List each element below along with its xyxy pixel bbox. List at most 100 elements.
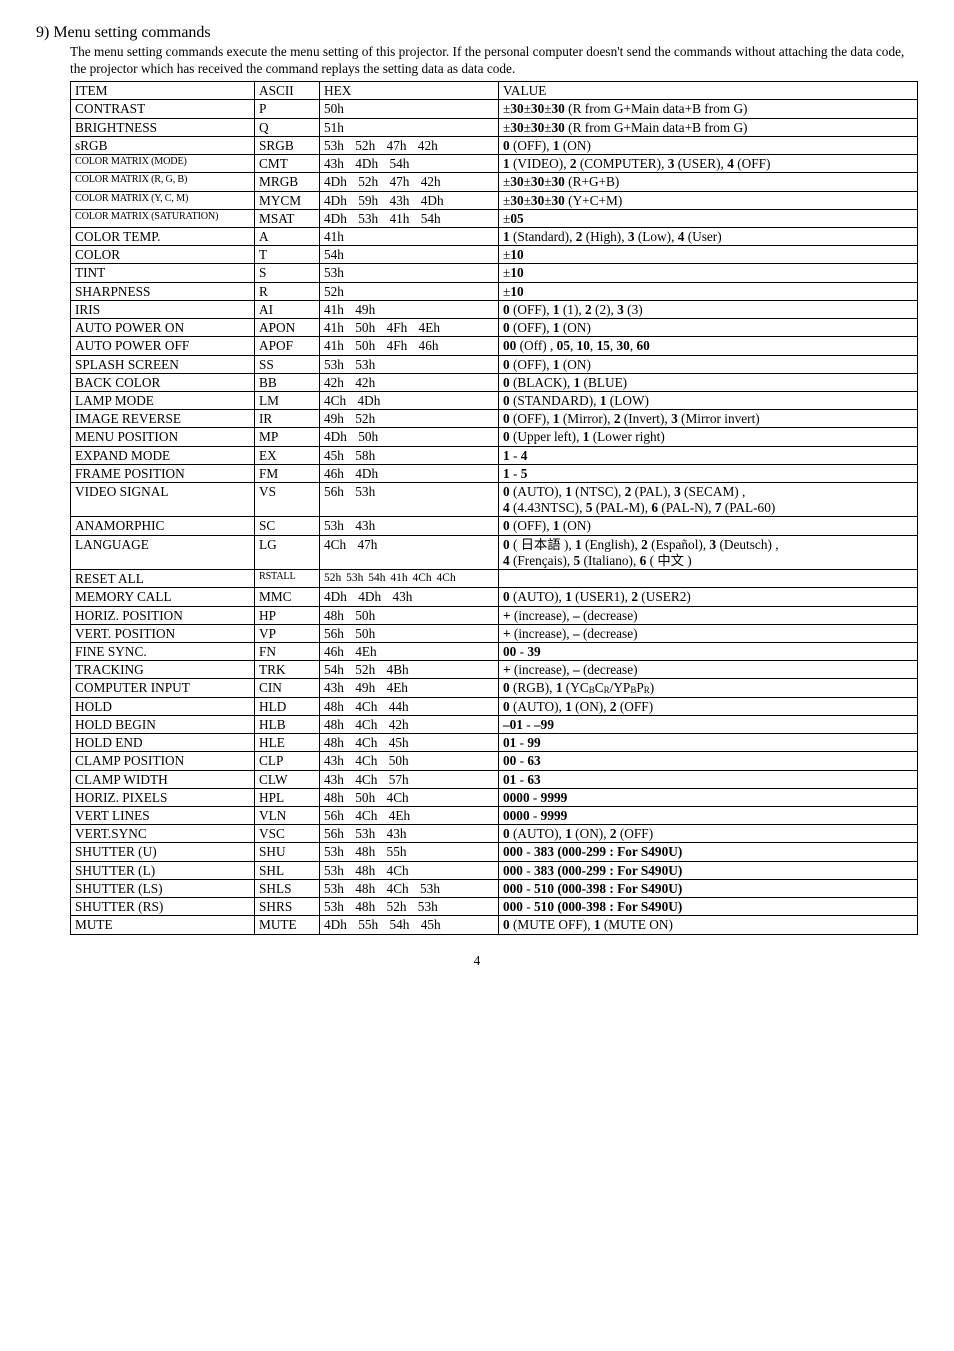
cell-value: 0 (RGB), 1 (YCBCR/YPBPR) <box>499 679 918 697</box>
cell-value: 00 (Off) , 05, 10, 15, 30, 60 <box>499 337 918 355</box>
cell-value: 0 (MUTE OFF), 1 (MUTE ON) <box>499 916 918 934</box>
cell-item: IRIS <box>71 300 255 318</box>
table-row: VERT.SYNCVSC56h 53h 43h0 (AUTO), 1 (ON),… <box>71 825 918 843</box>
cell-hex: 41h 49h <box>320 300 499 318</box>
table-row: BRIGHTNESSQ51h±30±30±30 (R from G+Main d… <box>71 118 918 136</box>
cell-value: 0 (OFF), 1 (ON) <box>499 517 918 535</box>
cell-hex: 48h 50h 4Ch <box>320 788 499 806</box>
table-row: HOLD ENDHLE48h 4Ch 45h01 - 99 <box>71 734 918 752</box>
cell-hex: 56h 53h <box>320 483 499 517</box>
cell-ascii: HLE <box>255 734 320 752</box>
cell-item: BRIGHTNESS <box>71 118 255 136</box>
cell-value: ±10 <box>499 282 918 300</box>
cell-ascii: EX <box>255 446 320 464</box>
table-row: CONTRASTP50h±30±30±30 (R from G+Main dat… <box>71 100 918 118</box>
cell-ascii: BB <box>255 373 320 391</box>
cell-hex: 43h 49h 4Eh <box>320 679 499 697</box>
header-ascii: ASCII <box>255 82 320 100</box>
cell-hex: 41h <box>320 227 499 245</box>
table-row: EXPAND MODEEX45h 58h1 - 4 <box>71 446 918 464</box>
cell-hex: 46h 4Eh <box>320 643 499 661</box>
cell-value: ±30±30±30 (R from G+Main data+B from G) <box>499 100 918 118</box>
cell-ascii: MSAT <box>255 209 320 227</box>
cell-value: 0 (OFF), 1 (ON) <box>499 136 918 154</box>
cell-item: AUTO POWER ON <box>71 319 255 337</box>
cell-value: 01 - 63 <box>499 770 918 788</box>
cell-value: ±05 <box>499 209 918 227</box>
table-row: TRACKINGTRK54h 52h 4Bh+ (increase), – (d… <box>71 661 918 679</box>
cell-hex: 4Dh 59h 43h 4Dh <box>320 191 499 209</box>
cell-hex: 48h 50h <box>320 606 499 624</box>
cell-ascii: SHLS <box>255 879 320 897</box>
cell-hex: 50h <box>320 100 499 118</box>
cell-ascii: RSTALL <box>255 570 320 588</box>
cell-ascii: T <box>255 246 320 264</box>
cell-hex: 53h 48h 55h <box>320 843 499 861</box>
table-row: ANAMORPHICSC53h 43h0 (OFF), 1 (ON) <box>71 517 918 535</box>
cell-item: FRAME POSITION <box>71 464 255 482</box>
cell-value: 1 - 4 <box>499 446 918 464</box>
table-row: MUTEMUTE4Dh 55h 54h 45h0 (MUTE OFF), 1 (… <box>71 916 918 934</box>
cell-ascii: LG <box>255 535 320 569</box>
cell-hex: 53h <box>320 264 499 282</box>
cell-hex: 53h 48h 4Ch 53h <box>320 879 499 897</box>
table-row: HOLD BEGINHLB48h 4Ch 42h–01 - –99 <box>71 715 918 733</box>
cell-ascii: HLD <box>255 697 320 715</box>
cell-ascii: HLB <box>255 715 320 733</box>
cell-ascii: MYCM <box>255 191 320 209</box>
cell-value: ±30±30±30 (R from G+Main data+B from G) <box>499 118 918 136</box>
cell-hex: 43h 4Ch 50h <box>320 752 499 770</box>
table-row: SHUTTER (L)SHL53h 48h 4Ch000 - 383 (000-… <box>71 861 918 879</box>
cell-item: COLOR MATRIX (Y, C, M) <box>71 191 255 209</box>
table-row: MEMORY CALLMMC4Dh 4Dh 43h0 (AUTO), 1 (US… <box>71 588 918 606</box>
cell-hex: 54h <box>320 246 499 264</box>
cell-hex: 4Ch 47h <box>320 535 499 569</box>
table-row: IMAGE REVERSEIR49h 52h0 (OFF), 1 (Mirror… <box>71 410 918 428</box>
cell-hex: 46h 4Dh <box>320 464 499 482</box>
cell-ascii: VS <box>255 483 320 517</box>
cell-ascii: S <box>255 264 320 282</box>
cell-item: EXPAND MODE <box>71 446 255 464</box>
table-row: COLOR MATRIX (R, G, B)MRGB4Dh 52h 47h 42… <box>71 173 918 191</box>
table-row: SHUTTER (LS)SHLS53h 48h 4Ch 53h000 - 510… <box>71 879 918 897</box>
header-value: VALUE <box>499 82 918 100</box>
table-row: LAMP MODELM4Ch 4Dh0 (STANDARD), 1 (LOW) <box>71 391 918 409</box>
cell-value: 0 (AUTO), 1 (ON), 2 (OFF) <box>499 697 918 715</box>
cell-ascii: MP <box>255 428 320 446</box>
cell-ascii: P <box>255 100 320 118</box>
cell-hex: 53h 52h 47h 42h <box>320 136 499 154</box>
cell-hex: 4Ch 4Dh <box>320 391 499 409</box>
intro-paragraph: The menu setting commands execute the me… <box>70 44 918 77</box>
cell-item: sRGB <box>71 136 255 154</box>
cell-item: VERT. POSITION <box>71 624 255 642</box>
cell-value: + (increase), – (decrease) <box>499 606 918 624</box>
cell-value: –01 - –99 <box>499 715 918 733</box>
cell-hex: 56h 53h 43h <box>320 825 499 843</box>
cell-item: HOLD END <box>71 734 255 752</box>
cell-item: SHUTTER (RS) <box>71 898 255 916</box>
header-item: ITEM <box>71 82 255 100</box>
cell-ascii: HPL <box>255 788 320 806</box>
cell-item: SHUTTER (U) <box>71 843 255 861</box>
cell-ascii: VP <box>255 624 320 642</box>
cell-hex: 43h 4Ch 57h <box>320 770 499 788</box>
cell-value: 0 (AUTO), 1 (NTSC), 2 (PAL), 3 (SECAM) ,… <box>499 483 918 517</box>
cell-value: 000 - 383 (000-299 : For S490U) <box>499 843 918 861</box>
section-heading: 9) Menu setting commands <box>36 24 918 42</box>
cell-item: FINE SYNC. <box>71 643 255 661</box>
cell-item: IMAGE REVERSE <box>71 410 255 428</box>
table-row: COLOR TEMP.A41h1 (Standard), 2 (High), 3… <box>71 227 918 245</box>
cell-item: COLOR <box>71 246 255 264</box>
cell-value: 01 - 99 <box>499 734 918 752</box>
cell-value: 0 (OFF), 1 (1), 2 (2), 3 (3) <box>499 300 918 318</box>
cell-hex: 56h 4Ch 4Eh <box>320 806 499 824</box>
cell-hex: 53h 48h 4Ch <box>320 861 499 879</box>
cell-hex: 4Dh 50h <box>320 428 499 446</box>
cell-hex: 49h 52h <box>320 410 499 428</box>
cell-ascii: MMC <box>255 588 320 606</box>
cell-item: VERT LINES <box>71 806 255 824</box>
cell-ascii: APOF <box>255 337 320 355</box>
commands-table: ITEM ASCII HEX VALUE CONTRASTP50h±30±30±… <box>70 81 918 934</box>
table-header-row: ITEM ASCII HEX VALUE <box>71 82 918 100</box>
cell-value: 000 - 510 (000-398 : For S490U) <box>499 879 918 897</box>
